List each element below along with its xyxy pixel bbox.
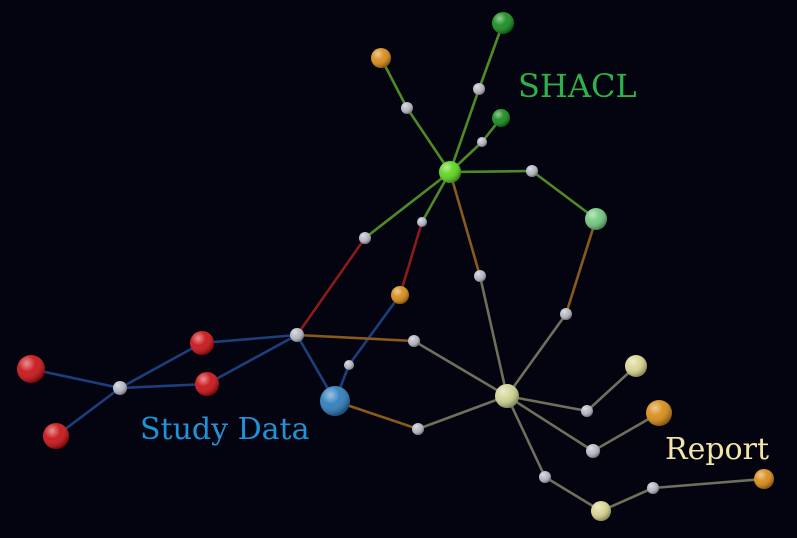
graph-node-k1[interactable] (625, 355, 647, 377)
label-shacl: SHACL (518, 67, 637, 105)
graph-node-m-hub-rep[interactable] (408, 335, 420, 347)
graph-edge (54, 386, 122, 438)
graph-node-m-red2[interactable] (417, 217, 427, 227)
graph-node-r1[interactable] (190, 331, 214, 355)
graph-node-g-top[interactable] (492, 12, 514, 34)
graph-node-m-blue-rep[interactable] (412, 423, 424, 435)
graph-edge (205, 333, 299, 386)
graph-edge (118, 382, 209, 390)
graph-edge (29, 367, 122, 390)
graph-node-o-rep[interactable] (646, 400, 672, 426)
graph-node-o-top[interactable] (371, 48, 391, 68)
label-report: Report (665, 432, 770, 467)
graph-node-o-mid[interactable] (391, 286, 409, 304)
graph-edge (347, 293, 402, 367)
graph-edge (543, 475, 603, 513)
graph-edge (200, 333, 299, 345)
graph-edge (295, 236, 367, 337)
graph-node-r3[interactable] (17, 355, 45, 383)
graph-node-k2[interactable] (591, 501, 611, 521)
graph-edge (505, 394, 547, 479)
graph-node-k1-m[interactable] (581, 405, 593, 417)
graph-node-o-rep-m[interactable] (586, 444, 600, 458)
graph-node-o-far[interactable] (754, 469, 774, 489)
graph-edge (448, 170, 482, 278)
graph-node-m-shacl-rep[interactable] (474, 270, 486, 282)
graph-node-m-red1[interactable] (359, 232, 371, 244)
graph-edge (651, 477, 766, 490)
graph-edge (477, 21, 505, 91)
graph-edge (412, 339, 509, 398)
graph-node-shacl[interactable] (439, 161, 461, 183)
graph-edge (530, 169, 598, 221)
graph-edge (295, 333, 416, 343)
graph-node-lg[interactable] (585, 208, 607, 230)
graph-node-g-mid[interactable] (492, 109, 510, 127)
label-study-data: Study Data (140, 412, 310, 447)
graph-node-g-top-m[interactable] (473, 83, 485, 95)
graph-node-m-lg-rep[interactable] (560, 308, 572, 320)
graph-edge (505, 312, 568, 398)
graph-node-m-bot[interactable] (539, 471, 551, 483)
graph-edge (405, 106, 452, 174)
graph-edge (398, 220, 424, 297)
graph-node-k2-m[interactable] (647, 482, 659, 494)
graph-node-r2[interactable] (195, 372, 219, 396)
graph-node-lg-m[interactable] (526, 165, 538, 177)
graph-node-r4[interactable] (43, 423, 69, 449)
graph-edge (118, 341, 204, 390)
graph-edge (478, 274, 509, 398)
graph-node-o-top-m[interactable] (401, 102, 413, 114)
graph-edge (448, 87, 481, 174)
graph-node-m-blue-o[interactable] (344, 360, 354, 370)
graph-node-g-mid-m[interactable] (477, 137, 487, 147)
graph-edge (448, 169, 534, 174)
graph-node-blue[interactable] (320, 386, 350, 416)
graph-edge (585, 364, 638, 413)
graph-edge (416, 394, 509, 431)
graph-edge (363, 170, 452, 240)
graph-node-report[interactable] (495, 384, 519, 408)
graph-edge (505, 394, 595, 453)
graph-edge (564, 217, 598, 316)
graph-edge (505, 394, 589, 413)
node-layer (17, 12, 774, 521)
graph-node-hub-s[interactable] (290, 328, 304, 342)
graph-node-s-hub[interactable] (113, 381, 127, 395)
